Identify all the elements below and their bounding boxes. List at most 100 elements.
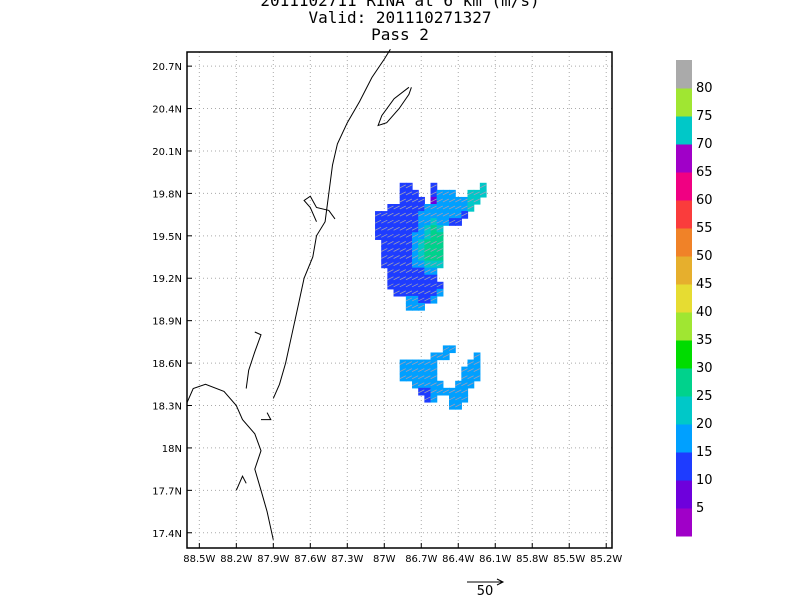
wind-vector — [387, 233, 394, 238]
wind-vector — [436, 191, 443, 196]
south-cluster-cell — [418, 387, 425, 396]
north-cluster-cell — [449, 218, 456, 226]
north-cluster-cell — [405, 239, 413, 248]
wind-vector — [424, 226, 431, 231]
wind-vector — [411, 191, 419, 196]
colorbar-label: 10 — [696, 473, 713, 488]
wind-vector — [405, 368, 413, 373]
wind-vector — [430, 212, 437, 217]
wind-vector — [418, 262, 425, 266]
wind-vector — [387, 212, 394, 217]
north-cluster-cell — [387, 239, 395, 248]
north-cluster-cell — [418, 196, 425, 205]
wind-vector — [430, 382, 437, 387]
south-cluster-cell — [424, 387, 432, 396]
wind-vector — [393, 212, 400, 217]
north-cluster-cell — [424, 288, 432, 297]
wind-vector — [411, 198, 419, 203]
wind-vector — [448, 396, 456, 401]
wind-vector — [393, 290, 400, 295]
north-cluster-cell — [399, 253, 407, 262]
wind-vector — [387, 219, 394, 224]
wind-vector — [418, 276, 425, 281]
wind-vector — [405, 219, 413, 224]
wind-vector — [455, 205, 462, 210]
north-cluster-cell — [405, 182, 413, 191]
south-cluster-cell — [424, 366, 432, 375]
wind-vector — [411, 382, 419, 387]
wind-vector — [411, 248, 419, 252]
north-cluster-cell — [387, 225, 395, 233]
north-cluster-cell — [381, 232, 388, 240]
north-cluster-cell — [424, 281, 432, 290]
wind-vector — [430, 389, 437, 394]
south-cluster-cell — [430, 359, 438, 368]
wind-vector — [430, 219, 437, 224]
north-cluster-cell — [424, 267, 432, 276]
north-cluster-cell — [381, 253, 388, 262]
wind-vector — [418, 219, 425, 224]
north-cluster-cell — [467, 189, 475, 198]
north-cluster-cell — [418, 302, 425, 311]
wind-vector — [455, 382, 462, 387]
north-cluster-cell — [418, 281, 425, 290]
wind-vector — [473, 368, 480, 373]
north-cluster-cell — [424, 274, 432, 283]
wind-vector — [418, 283, 425, 288]
wind-vector — [405, 248, 413, 252]
south-cluster-cell — [467, 366, 475, 375]
south-cluster-cell — [467, 373, 475, 382]
south-cluster-cell — [430, 373, 438, 382]
south-cluster-cell — [461, 394, 469, 403]
wind-vector — [399, 368, 406, 373]
north-cluster-cell — [412, 267, 419, 276]
south-cluster-cell — [449, 401, 456, 410]
wind-vector — [399, 219, 406, 224]
wind-vector — [461, 396, 468, 401]
wind-vector — [374, 212, 382, 217]
north-cluster-cell — [387, 267, 395, 276]
wind-vector — [430, 297, 437, 302]
wind-vector — [436, 283, 443, 288]
north-cluster-cell — [412, 274, 419, 283]
wind-vector — [424, 219, 431, 224]
wind-vector — [381, 233, 388, 238]
north-cluster-cell — [399, 225, 407, 233]
wind-vector — [405, 283, 413, 288]
title-line-1: 2011102711 RINA at 6 km (m/s) — [260, 0, 540, 10]
north-cluster-cell — [412, 239, 419, 248]
north-cluster-cell — [436, 253, 444, 262]
wind-vector — [467, 191, 474, 196]
north-cluster-cell — [442, 218, 450, 226]
south-cluster-cell — [399, 366, 407, 375]
south-cluster-cell — [430, 387, 438, 396]
north-cluster-cell — [436, 288, 444, 297]
wind-vector — [479, 191, 487, 196]
colorbar-label: 55 — [696, 221, 713, 236]
wind-vector — [436, 389, 443, 394]
north-cluster-cell — [399, 239, 407, 248]
wind-vector — [387, 226, 394, 231]
north-cluster-cell — [399, 267, 407, 276]
north-cluster-cell — [381, 239, 388, 248]
north-cluster-cell — [412, 232, 419, 240]
wind-vector — [393, 226, 400, 231]
wind-vector — [455, 403, 462, 408]
north-cluster-cell — [436, 225, 444, 233]
south-cluster-cell — [455, 394, 462, 403]
wind-vector — [436, 226, 443, 231]
wind-vector — [405, 297, 413, 302]
wind-vector — [393, 205, 400, 210]
wind-vector — [479, 184, 487, 189]
wind-vector — [399, 233, 406, 238]
wind-vector — [405, 262, 413, 266]
x-tick-label: 87.3W — [331, 554, 363, 565]
north-cluster-cell — [393, 274, 401, 283]
south-cluster-cell — [405, 359, 413, 368]
y-tick-label: 17.4N — [152, 529, 182, 540]
wind-vector — [473, 354, 480, 358]
wind-vector — [399, 361, 406, 365]
wind-vector — [418, 368, 425, 373]
wind-vector — [442, 219, 450, 224]
colorbar-swatch — [676, 312, 692, 341]
